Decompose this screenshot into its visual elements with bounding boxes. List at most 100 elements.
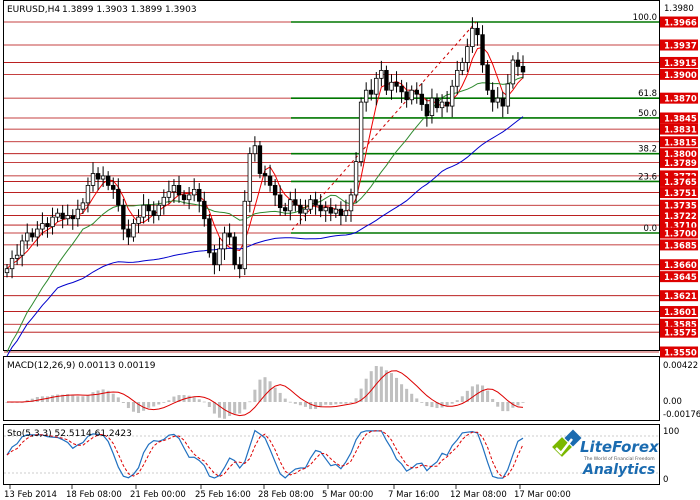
- price-box-22: [660, 318, 698, 330]
- candle-body: [500, 97, 505, 107]
- price-box-19: [660, 271, 698, 283]
- candle-body: [126, 228, 131, 238]
- candle-body: [4, 268, 10, 274]
- candle-body: [146, 204, 151, 212]
- macd-bar: [147, 402, 151, 408]
- price-label-18: 1.3660: [664, 261, 697, 271]
- macd-bar: [172, 396, 176, 402]
- candle-body: [277, 194, 283, 209]
- logo-tagline: The World of Financial Freedom: [583, 456, 655, 462]
- price-label-8: 1.3800: [664, 150, 697, 160]
- macd-bar: [293, 402, 297, 404]
- macd-bar: [369, 371, 373, 402]
- price-box-11: [660, 175, 698, 187]
- candle-body: [136, 216, 141, 224]
- candle-body: [19, 240, 25, 256]
- candle-body: [485, 64, 490, 91]
- macd-bar: [121, 402, 125, 403]
- candle-body: [374, 77, 379, 95]
- candle-body: [25, 232, 30, 242]
- macd-bar: [96, 390, 100, 402]
- macd-bar: [334, 402, 338, 405]
- logo-name: LiteForex: [580, 438, 660, 456]
- candle-body: [191, 188, 197, 196]
- macd-bar: [152, 402, 156, 407]
- candle-body: [171, 185, 177, 193]
- candle-body: [161, 196, 167, 206]
- macd-bar: [253, 389, 257, 402]
- macd-bar: [30, 398, 34, 402]
- price-label-22: 1.3585: [664, 321, 697, 331]
- candle-body: [45, 223, 50, 228]
- candle-body: [313, 199, 318, 206]
- price-label-13: 1.3735: [664, 202, 697, 212]
- candle-body: [217, 248, 222, 266]
- fib-label-3: 38.2: [638, 145, 657, 155]
- macd-bar: [425, 402, 429, 407]
- chart-header-symbol: EURUSD,H4: [7, 5, 60, 15]
- macd-bar: [288, 401, 292, 403]
- candle-body: [399, 85, 404, 93]
- fibonacci-labels: 100.0 61.8 50.0 38.2 23.6 0.0: [633, 13, 657, 234]
- candle-body: [60, 212, 65, 220]
- price-box-8: [660, 148, 698, 160]
- macd-bar: [339, 402, 343, 404]
- macd-bar: [395, 377, 399, 402]
- candle-body: [394, 81, 399, 87]
- macd-bar: [496, 402, 500, 407]
- candle-body: [116, 188, 121, 206]
- macd-bar: [76, 396, 80, 402]
- macd-bar: [258, 379, 262, 402]
- price-axis: 1.3980 1.3966 1.3937 1.3915 1.3900 1.3870 1.38…: [660, 4, 698, 359]
- price-box-14: [660, 210, 698, 222]
- time-label-0: 13 Feb 2014: [4, 490, 57, 500]
- candle-body: [70, 215, 75, 220]
- price-label-15: 1.3710: [664, 222, 697, 232]
- candle-body: [90, 173, 96, 186]
- candle-body: [151, 210, 156, 216]
- candle-body: [111, 185, 116, 190]
- candle-body: [80, 202, 86, 210]
- candle-body: [323, 207, 328, 212]
- fib-label-5: 0.0: [643, 224, 657, 234]
- candle-body: [424, 104, 430, 117]
- candle-body: [449, 85, 455, 107]
- price-box-15: [660, 219, 698, 231]
- candle-body: [156, 204, 161, 216]
- candle-body: [409, 89, 414, 101]
- candle-body: [202, 200, 207, 220]
- stoch-tick-top: 100: [663, 427, 679, 437]
- macd-bar: [45, 396, 49, 402]
- macd-bar: [450, 402, 454, 404]
- candle-body: [100, 175, 106, 180]
- fib-label-2: 50.0: [638, 109, 657, 119]
- macd-bar: [177, 395, 181, 402]
- macd-bar: [501, 402, 505, 412]
- macd-bar: [303, 402, 307, 407]
- price-label-7: 1.3815: [664, 138, 697, 148]
- macd-bar: [217, 402, 221, 418]
- macd-bar: [389, 373, 393, 402]
- fib-label-0: 100.0: [633, 13, 657, 23]
- macd-tick-top: 0.00422: [663, 361, 698, 371]
- macd-bar: [81, 396, 85, 402]
- price-box-21: [660, 306, 698, 318]
- price-label-9: 1.3789: [664, 159, 697, 169]
- candle-body: [460, 62, 465, 71]
- macd-bar: [248, 401, 252, 403]
- price-box-12: [660, 187, 698, 199]
- candle-body: [283, 207, 288, 212]
- candle-body: [343, 210, 349, 216]
- candle-body: [490, 89, 495, 103]
- logo-mark-icon: [552, 429, 582, 457]
- price-box-24: [660, 346, 698, 358]
- candle-body: [105, 175, 111, 186]
- fibonacci-levels: [291, 21, 659, 234]
- macd-bar: [400, 384, 404, 402]
- candle-body: [363, 89, 369, 103]
- macd-bar: [157, 402, 161, 405]
- macd-bar: [298, 402, 302, 406]
- macd-bar: [491, 398, 495, 402]
- price-label-20: 1.3621: [664, 292, 697, 302]
- time-label-2: 21 Feb 00:00: [130, 490, 186, 500]
